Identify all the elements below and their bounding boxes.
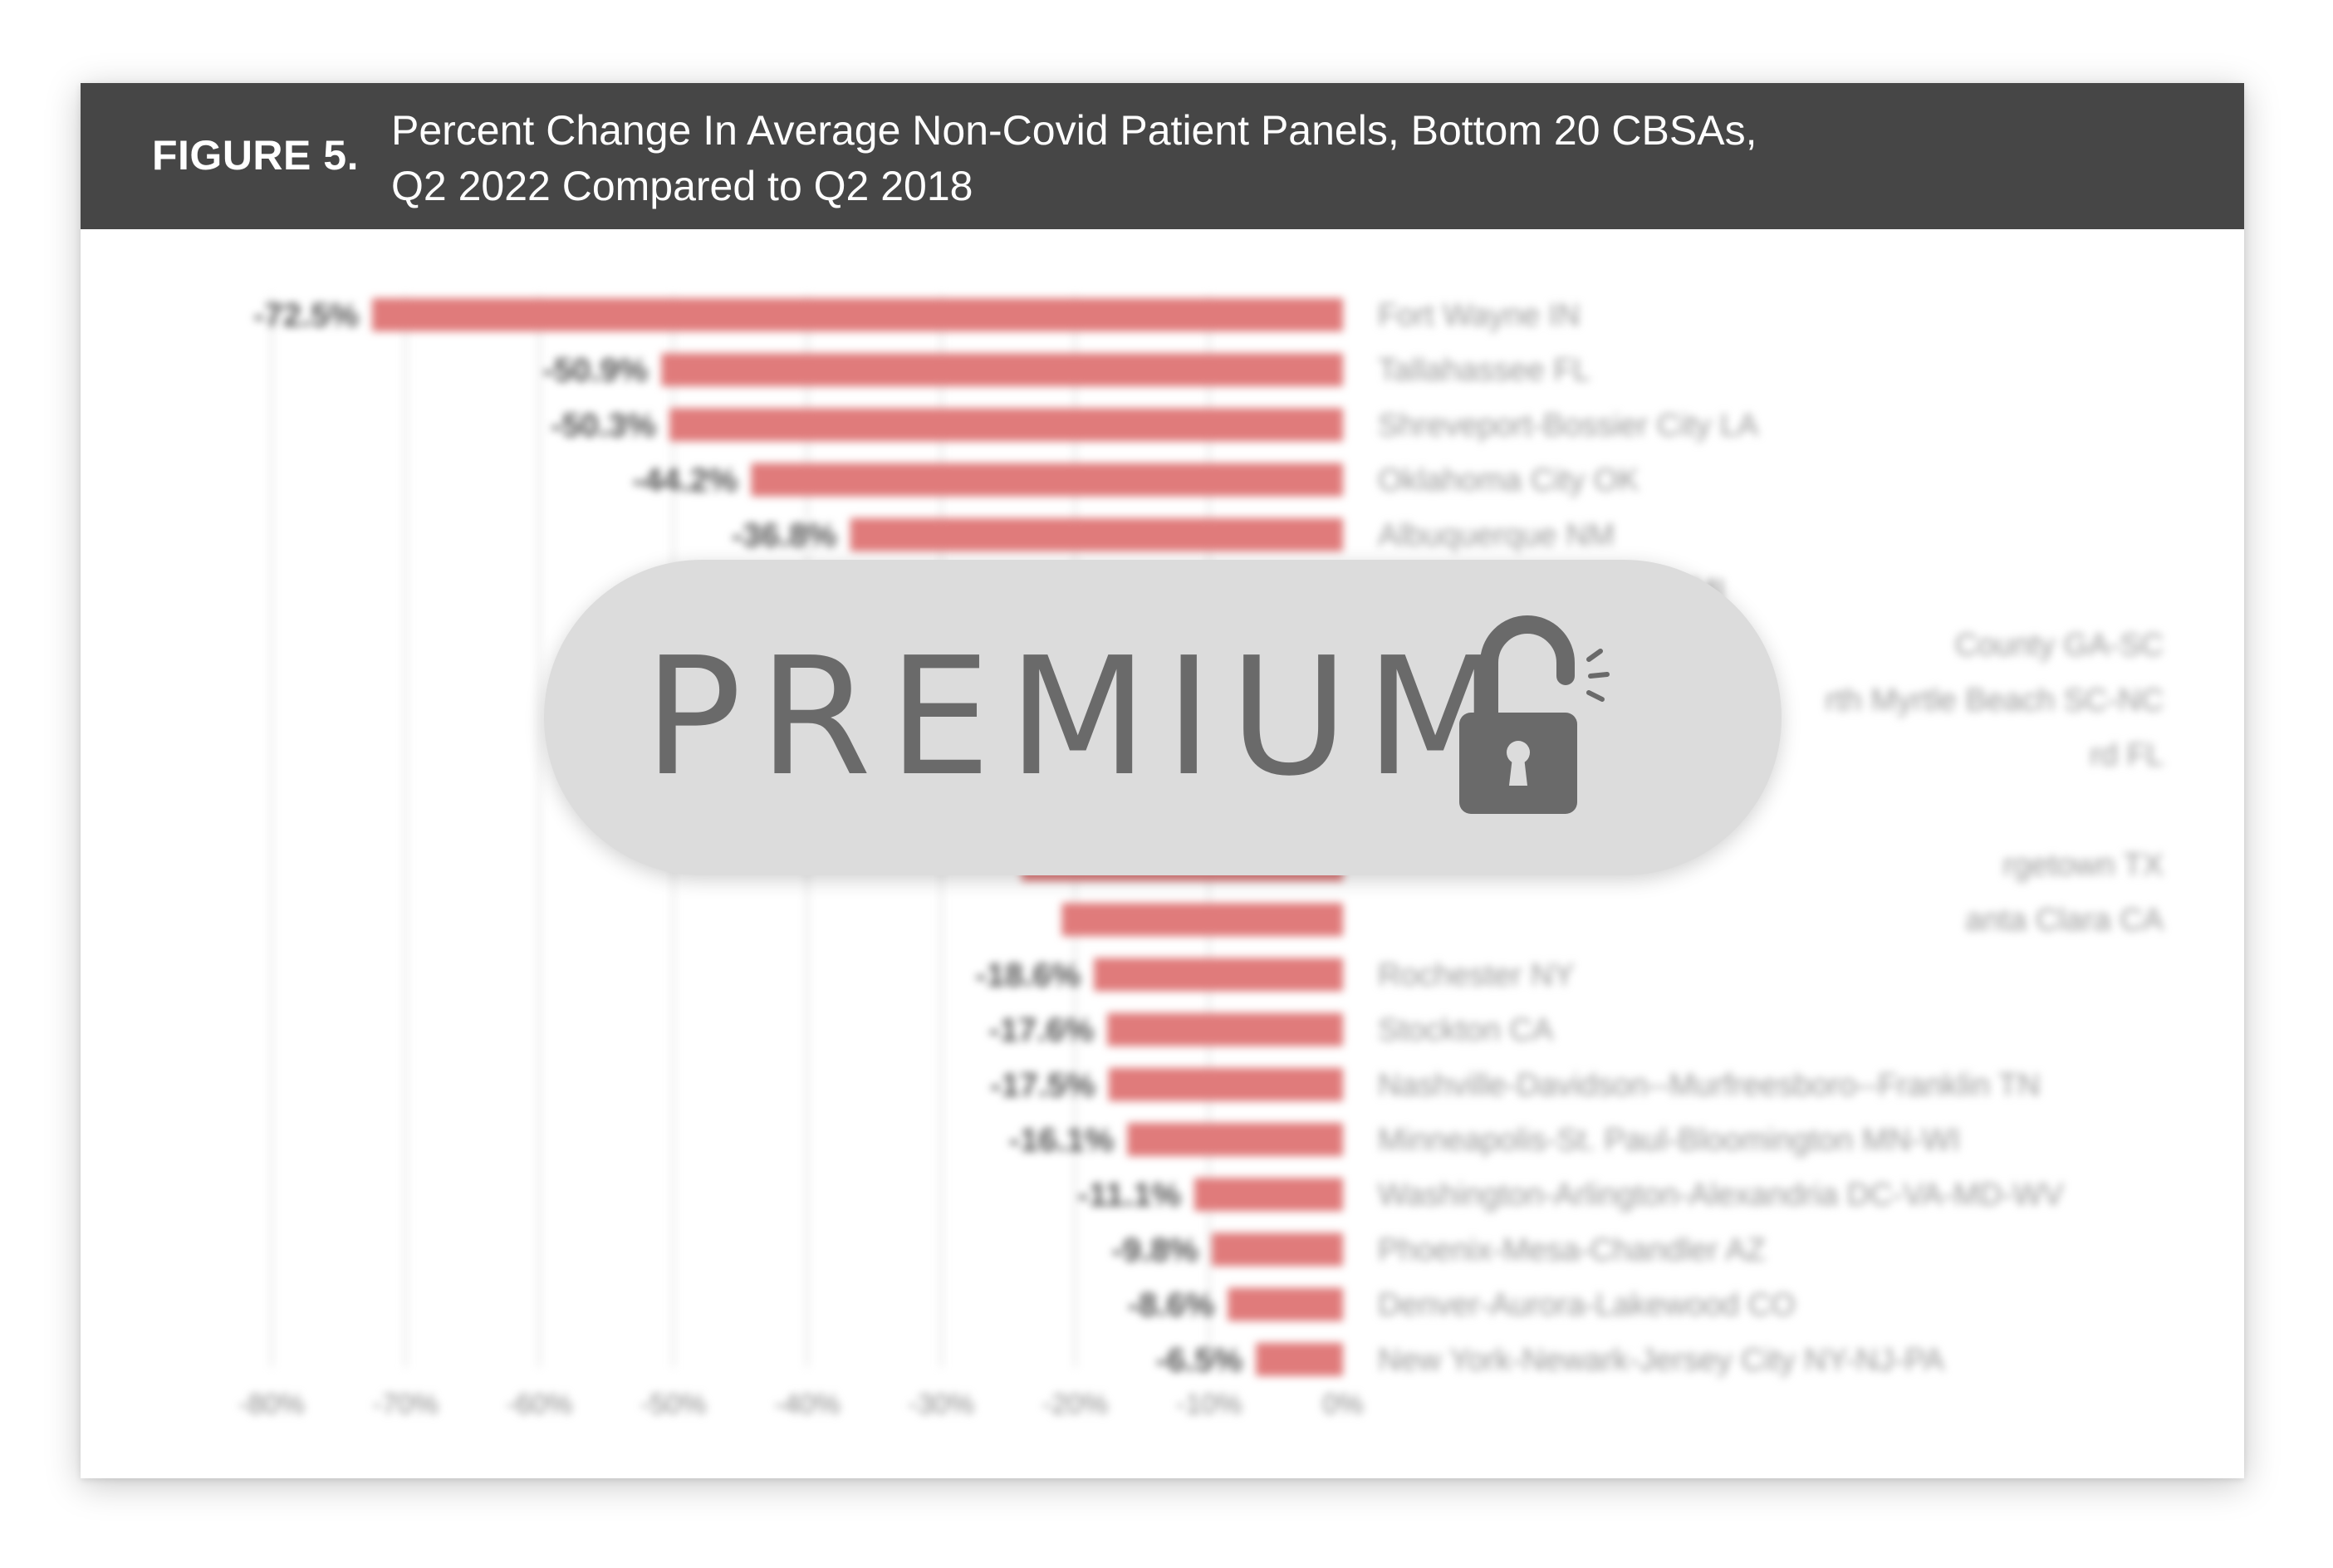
premium-overlay[interactable]: PREMIUM [544,560,1782,875]
data-label: -72.5% [253,297,359,334]
x-tick-label: -30% [909,1389,974,1420]
bar [850,517,1343,551]
data-label: -17.5% [990,1067,1095,1104]
bar [669,408,1343,442]
category-label: Fort Wayne IN [1378,298,1581,333]
x-tick-label: -10% [1176,1389,1242,1420]
bar [1211,1232,1343,1267]
bar-chart: -80% -70% -60% -50% -40% -30% -20% -10% 0% -72.5%… [238,296,2164,1420]
x-tick-label: -40% [774,1389,840,1420]
bar [1127,1123,1343,1156]
category-label: Rochester NY [1378,958,1575,992]
bar [751,463,1343,497]
data-label: -17.6% [988,1012,1094,1049]
x-tick-label: -80% [238,1389,304,1420]
figure-header: FIGURE 5. Percent Change In Average Non-… [81,83,2244,229]
category-label-partial: rgetown TX [2002,848,2164,883]
figure-title-line2: Q2 2022 Compared to Q2 2018 [391,163,973,209]
data-label: -16.1% [1009,1122,1115,1159]
category-label-partial: rd FL [2090,738,2164,773]
category-label: Nashville-Davidson--Murfreesboro--Frankl… [1378,1068,2041,1103]
category-label: Albuquerque NM [1378,518,1615,553]
bar [1194,1178,1343,1212]
bar [1107,1012,1343,1046]
figure-title: Percent Change In Average Non-Covid Pati… [391,103,2135,214]
data-label: -8.6% [1128,1287,1215,1324]
data-label: -9.8% [1111,1232,1198,1268]
bar [371,298,1343,331]
category-label-partial: County GA-SC [1955,628,2164,663]
unlocked-padlock-icon [1459,615,1610,814]
premium-label: PREMIUM [644,623,1522,812]
bar [1108,1067,1343,1101]
category-label: New York-Newark-Jersey City NY-NJ-PA [1378,1343,1945,1378]
data-label: -36.8% [732,517,837,554]
x-tick-label: -50% [640,1389,706,1420]
x-tick-label: -20% [1042,1389,1108,1420]
bar [1256,1342,1343,1376]
figure-title-line1: Percent Change In Average Non-Covid Pati… [391,107,1757,154]
data-label: -44.2% [633,463,738,499]
bar [1094,958,1343,992]
category-label: Washington-Arlington-Alexandria DC-VA-MD… [1378,1178,2064,1213]
data-label: -11.1% [1077,1177,1181,1213]
category-label: Stockton CA [1378,1013,1554,1048]
category-label: Oklahoma City OK [1378,463,1639,498]
data-label: -50.3% [551,407,656,443]
figure-card: FIGURE 5. Percent Change In Average Non-… [81,83,2244,1478]
category-label: Tallahassee FL [1378,353,1590,388]
x-tick-label: 0% [1322,1389,1363,1420]
category-label: Minneapolis-St. Paul-Bloomington MN-WI [1378,1123,1960,1158]
bar [1061,903,1343,937]
bar [1228,1287,1343,1321]
x-tick-label: -70% [373,1389,439,1420]
category-label: Shreveport-Bossier City LA [1378,408,1759,443]
category-label-partial: anta Clara CA [1965,903,2164,938]
category-label: Denver-Aurora-Lakewood CO [1378,1288,1796,1323]
figure-label: FIGURE 5. [152,132,359,179]
chart-area: -80% -70% -60% -50% -40% -30% -20% -10% 0% -72.5%… [81,229,2244,1478]
x-tick-label: -60% [507,1389,572,1420]
category-label-partial: rth Myrtle Beach SC-NC [1825,683,2164,718]
data-label: -6.5% [1156,1342,1243,1379]
bar [661,353,1343,387]
data-label: -50.9% [542,352,648,389]
data-label: -18.6% [975,957,1081,993]
category-label: Phoenix-Mesa-Chandler AZ [1378,1232,1766,1267]
